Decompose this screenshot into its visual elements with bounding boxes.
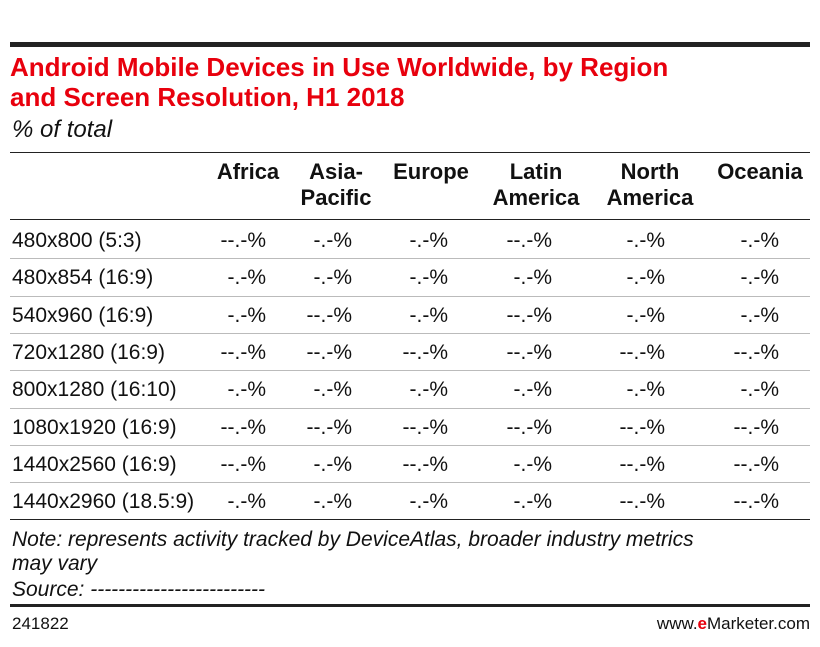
cell-value: -.-% <box>409 229 449 252</box>
note: Note: represents activity tracked by Dev… <box>12 528 694 575</box>
cell-value: --.-% <box>402 415 449 439</box>
brand: www.eMarketer.com <box>657 614 810 634</box>
cell-value: -.-% <box>313 452 353 476</box>
row-label: 1440x2560 (16:9) <box>12 452 177 476</box>
column-header: Europe <box>393 159 469 184</box>
cell-value: -.-% <box>626 378 666 402</box>
cell-value: --.-% <box>733 452 780 476</box>
cell-value: --.-% <box>733 490 780 514</box>
cell-value: --.-% <box>306 303 353 327</box>
source: Source: ------------------------- <box>12 578 266 601</box>
header-rule <box>10 219 810 220</box>
column-header: Asia- Pacific <box>300 159 372 210</box>
cell-value: -.-% <box>626 303 666 327</box>
row-divider <box>10 370 810 372</box>
cell-value: --.-% <box>220 229 267 252</box>
cell-value: -.-% <box>409 490 449 514</box>
column-header: Oceania <box>717 159 803 184</box>
cell-value: --.-% <box>733 340 780 364</box>
cell-value: --.-% <box>220 415 267 439</box>
row-label: 800x1280 (16:10) <box>12 378 177 402</box>
cell-value: -.-% <box>626 229 666 252</box>
cell-value: -.-% <box>227 490 267 514</box>
row-divider <box>10 295 810 297</box>
cell-value: --.-% <box>733 415 780 439</box>
cell-value: -.-% <box>313 378 353 402</box>
row-divider <box>10 258 810 260</box>
header-rule <box>10 152 810 153</box>
cell-value: --.-% <box>220 452 267 476</box>
column-header: Africa <box>216 159 280 184</box>
brand-suffix: Marketer.com <box>707 614 810 633</box>
cell-value: --.-% <box>506 415 553 439</box>
row-divider <box>10 332 810 334</box>
row-divider <box>10 444 810 446</box>
cell-value: --.-% <box>506 229 553 252</box>
cell-value: -.-% <box>313 490 353 514</box>
table-bottom-rule <box>10 519 810 521</box>
row-label: 1440x2960 (18.5:9) <box>12 490 195 514</box>
cell-value: -.-% <box>313 229 353 252</box>
cell-value: -.-% <box>409 266 449 290</box>
chart-id: 241822 <box>12 614 69 633</box>
cell-value: -.-% <box>740 303 780 327</box>
cell-value: -.-% <box>513 452 553 476</box>
cell-value: --.-% <box>402 340 449 364</box>
cell-value: --.-% <box>506 303 553 327</box>
cell-value: -.-% <box>513 490 553 514</box>
cell-value: --.-% <box>619 452 666 476</box>
cell-value: --.-% <box>220 340 267 364</box>
cell-value: --.-% <box>306 340 353 364</box>
column-header: Latin America <box>492 159 580 210</box>
cell-value: --.-% <box>619 415 666 439</box>
subtitle: % of total <box>12 116 113 143</box>
column-header: North America <box>606 159 694 210</box>
cell-value: -.-% <box>513 266 553 290</box>
row-label: 720x1280 (16:9) <box>12 340 165 364</box>
cell-value: --.-% <box>506 340 553 364</box>
row-label: 480x854 (16:9) <box>12 266 154 290</box>
cell-value: --.-% <box>619 490 666 514</box>
brand-prefix: www. <box>656 614 698 633</box>
title: Android Mobile Devices in Use Worldwide,… <box>10 52 669 112</box>
cell-value: --.-% <box>306 415 353 439</box>
cell-value: -.-% <box>626 266 666 290</box>
row-divider <box>10 407 810 409</box>
row-label: 540x960 (16:9) <box>12 303 154 327</box>
cell-value: -.-% <box>740 378 780 402</box>
cell-value: -.-% <box>227 266 267 290</box>
cell-value: --.-% <box>402 452 449 476</box>
bottom-rule <box>10 604 810 607</box>
cell-value: -.-% <box>409 303 449 327</box>
brand-mark: e <box>697 614 708 633</box>
cell-value: -.-% <box>313 266 353 290</box>
cell-value: -.-% <box>227 303 267 327</box>
cell-value: -.-% <box>740 229 780 252</box>
cell-value: -.-% <box>513 378 553 402</box>
cell-value: -.-% <box>227 378 267 402</box>
cell-value: --.-% <box>619 340 666 364</box>
cell-value: -.-% <box>409 378 449 402</box>
row-label: 1080x1920 (16:9) <box>12 415 177 439</box>
row-divider <box>10 482 810 484</box>
cell-value: -.-% <box>740 266 780 290</box>
row-label: 480x800 (5:3) <box>12 229 142 252</box>
top-rule <box>10 42 810 47</box>
